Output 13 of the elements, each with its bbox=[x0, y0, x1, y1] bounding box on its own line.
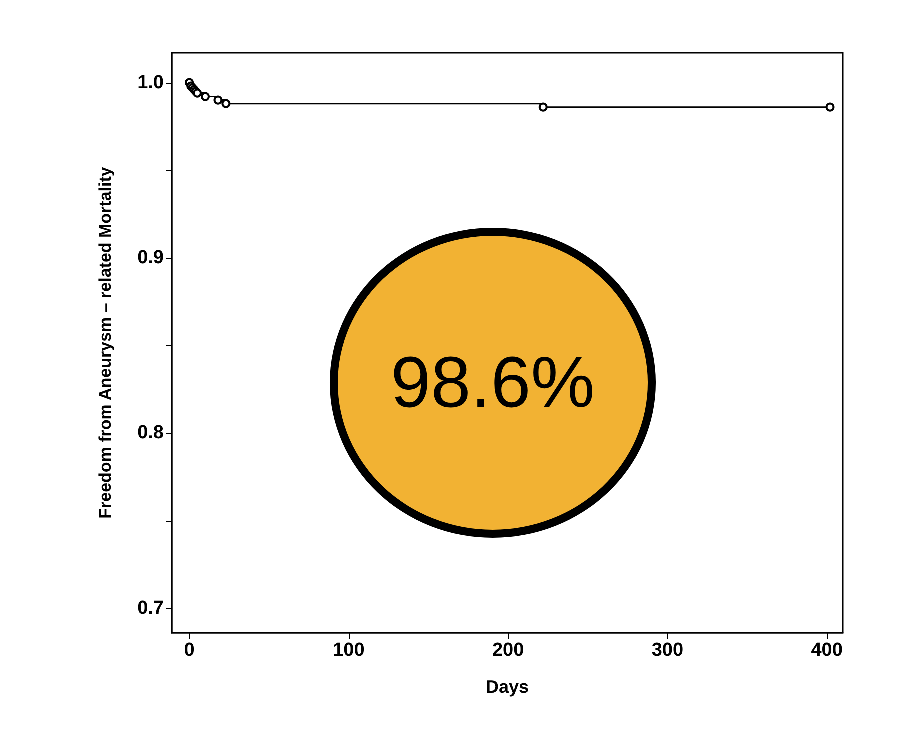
x-tick-label: 100 bbox=[333, 640, 365, 661]
y-tick-label: 0.8 bbox=[138, 422, 164, 444]
x-tick-label: 0 bbox=[184, 640, 195, 661]
x-axis-title: Days bbox=[486, 677, 530, 697]
x-tick-label: 400 bbox=[811, 640, 843, 661]
x-tick-label: 300 bbox=[652, 640, 684, 661]
annotation: 98.6% bbox=[390, 342, 596, 424]
y-tick-label: 0.9 bbox=[138, 248, 164, 269]
y-tick-label: 1.0 bbox=[138, 72, 164, 94]
y-axis-title: Freedom from Aneurysm – related Mortality bbox=[96, 166, 115, 519]
x-tick-label: 200 bbox=[492, 640, 524, 661]
circle-badge: 98.6% bbox=[330, 228, 656, 538]
y-tick-label: 0.7 bbox=[138, 598, 164, 619]
